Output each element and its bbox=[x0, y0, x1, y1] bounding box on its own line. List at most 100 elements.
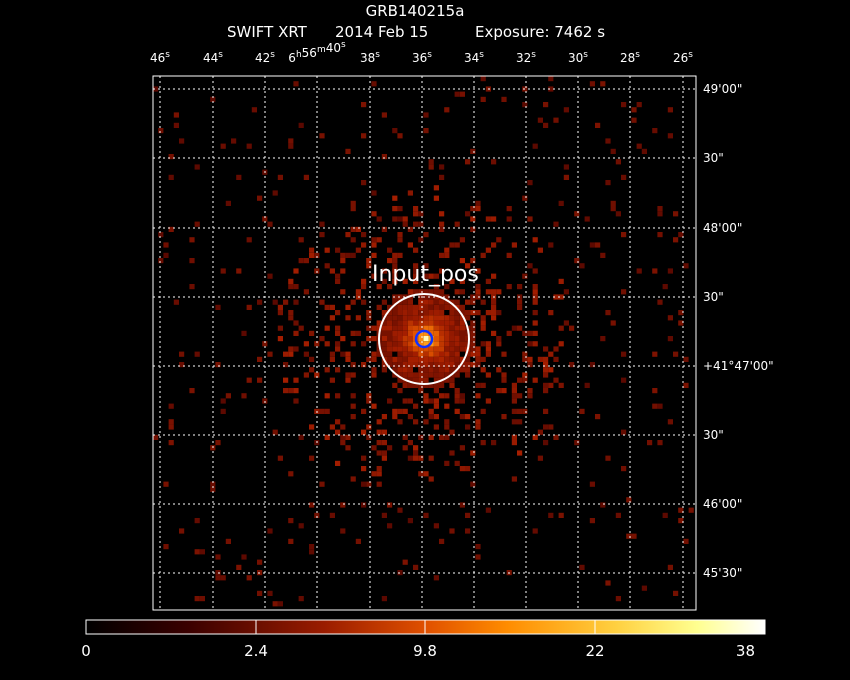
count-pixel bbox=[491, 315, 497, 321]
count-pixel bbox=[376, 471, 382, 477]
count-pixel bbox=[387, 258, 393, 264]
count-pixel bbox=[522, 408, 528, 414]
count-pixel bbox=[444, 403, 450, 409]
count-pixel bbox=[345, 434, 351, 440]
count-pixel bbox=[579, 263, 585, 269]
count-pixel bbox=[407, 341, 413, 347]
count-pixel bbox=[303, 174, 309, 180]
count-pixel bbox=[215, 440, 221, 446]
count-pixel bbox=[485, 278, 491, 284]
count-pixel bbox=[340, 502, 346, 508]
count-pixel bbox=[361, 341, 367, 347]
count-pixel bbox=[553, 356, 559, 362]
count-pixel bbox=[626, 533, 632, 539]
dec-axis-ticks: 49'00" 30" 48'00" 30" +41°47'00" 30" 46'00" 45'… bbox=[703, 82, 774, 580]
count-pixel bbox=[215, 304, 221, 310]
count-pixel bbox=[428, 398, 434, 404]
count-pixel bbox=[387, 351, 393, 357]
count-pixel bbox=[413, 356, 419, 362]
count-pixel bbox=[444, 294, 450, 300]
count-pixel bbox=[418, 346, 424, 352]
count-pixel bbox=[595, 122, 601, 128]
count-pixel bbox=[231, 138, 237, 144]
count-pixel bbox=[392, 268, 398, 274]
count-pixel bbox=[444, 460, 450, 466]
count-pixel bbox=[309, 252, 315, 258]
count-pixel bbox=[439, 164, 445, 170]
count-pixel bbox=[433, 284, 439, 290]
count-pixel bbox=[449, 377, 455, 383]
count-pixel bbox=[397, 299, 403, 305]
count-pixel bbox=[392, 341, 398, 347]
count-pixel bbox=[480, 382, 486, 388]
plot-frame bbox=[152, 75, 697, 611]
count-pixel bbox=[309, 544, 315, 550]
count-pixel bbox=[277, 325, 283, 331]
count-pixel bbox=[194, 549, 200, 555]
count-pixel bbox=[407, 414, 413, 420]
count-pixel bbox=[288, 310, 294, 316]
count-pixel bbox=[350, 362, 356, 368]
count-pixel bbox=[428, 289, 434, 295]
count-pixel bbox=[465, 528, 471, 534]
count-pixel bbox=[413, 419, 419, 425]
count-pixel bbox=[511, 393, 517, 399]
count-pixel bbox=[277, 455, 283, 461]
count-pixel bbox=[340, 434, 346, 440]
count-pixel bbox=[548, 351, 554, 357]
colorbar-label: 38 bbox=[736, 642, 755, 660]
count-pixel bbox=[314, 512, 320, 518]
count-pixel bbox=[506, 330, 512, 336]
count-pixel bbox=[407, 304, 413, 310]
count-pixel bbox=[491, 273, 497, 279]
count-pixel bbox=[418, 362, 424, 368]
count-pixel bbox=[470, 330, 476, 336]
count-pixel bbox=[428, 382, 434, 388]
count-pixel bbox=[610, 206, 616, 212]
count-pixel bbox=[433, 289, 439, 295]
count-pixel bbox=[241, 393, 247, 399]
count-pixel bbox=[402, 362, 408, 368]
count-pixel bbox=[605, 180, 611, 186]
count-pixel bbox=[376, 481, 382, 487]
count-pixel bbox=[371, 237, 377, 243]
count-pixel bbox=[465, 211, 471, 217]
chart-title: GRB140215a bbox=[366, 2, 465, 20]
count-pixel bbox=[491, 242, 497, 248]
count-pixel bbox=[527, 180, 533, 186]
count-pixel bbox=[288, 346, 294, 352]
count-pixel bbox=[465, 356, 471, 362]
count-pixel bbox=[381, 226, 387, 232]
count-pixel bbox=[220, 575, 226, 581]
count-pixel bbox=[324, 341, 330, 347]
count-pixel bbox=[517, 408, 523, 414]
count-pixel bbox=[485, 341, 491, 347]
count-pixel bbox=[470, 294, 476, 300]
count-pixel bbox=[381, 330, 387, 336]
count-pixel bbox=[350, 393, 356, 399]
count-pixel bbox=[449, 330, 455, 336]
count-pixel bbox=[381, 325, 387, 331]
count-pixel bbox=[428, 164, 434, 170]
count-pixel bbox=[470, 351, 476, 357]
count-pixel bbox=[465, 466, 471, 472]
count-pixel bbox=[298, 258, 304, 264]
count-pixel bbox=[418, 351, 424, 357]
count-pixel bbox=[423, 273, 429, 279]
count-pixel bbox=[673, 590, 679, 596]
count-pixel bbox=[532, 237, 538, 243]
count-pixel bbox=[470, 226, 476, 232]
count-pixel bbox=[465, 512, 471, 518]
count-pixel bbox=[475, 362, 481, 368]
count-pixel bbox=[449, 315, 455, 321]
source-position-circle bbox=[414, 329, 434, 349]
count-pixel bbox=[350, 252, 356, 258]
count-pixel bbox=[387, 336, 393, 342]
count-pixel bbox=[345, 445, 351, 451]
count-pixel bbox=[688, 507, 694, 513]
count-pixel bbox=[407, 299, 413, 305]
ra-tick-label: 36s bbox=[412, 50, 432, 65]
count-pixel bbox=[407, 367, 413, 373]
count-pixel bbox=[407, 289, 413, 295]
count-pixel bbox=[527, 216, 533, 222]
